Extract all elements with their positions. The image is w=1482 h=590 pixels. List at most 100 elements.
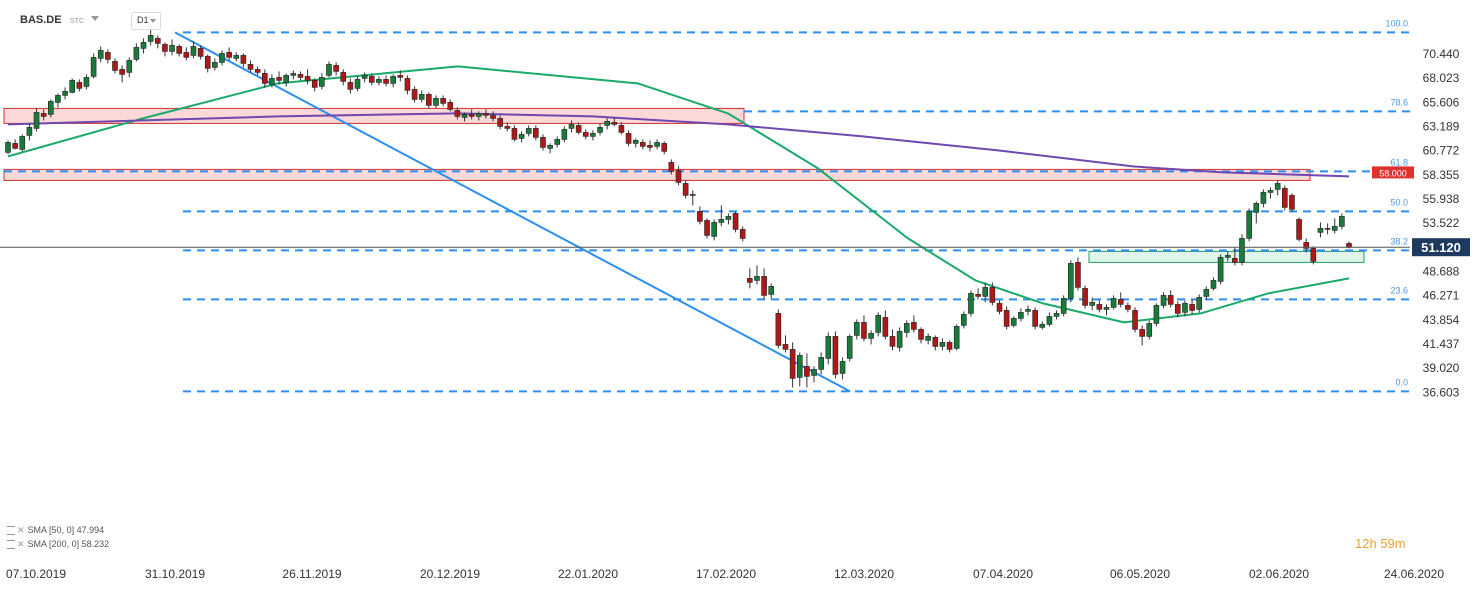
- candle-body: [968, 293, 974, 314]
- candle-body: [640, 142, 646, 147]
- candle-body: [1189, 304, 1195, 311]
- candle: [975, 288, 981, 300]
- y-tick-label: 43.854: [1423, 313, 1460, 327]
- sma-50-line: [7, 65, 1350, 324]
- candle-body: [1068, 263, 1074, 299]
- candle-body: [169, 45, 175, 52]
- candle: [69, 78, 75, 94]
- candle: [1324, 223, 1331, 235]
- candle: [811, 366, 817, 383]
- candle: [169, 39, 175, 56]
- candle: [497, 115, 503, 130]
- candle: [1289, 193, 1295, 213]
- candle: [618, 122, 625, 135]
- candle-body: [889, 336, 896, 347]
- candle-body: [961, 314, 967, 326]
- candle-body: [176, 46, 182, 54]
- candle: [968, 290, 974, 317]
- candle: [1224, 251, 1231, 262]
- fib-level-label: 38.2: [1390, 236, 1408, 246]
- candle-body: [533, 128, 539, 138]
- candle-body: [511, 128, 518, 140]
- y-tick-label: 39.020: [1423, 361, 1460, 375]
- candle: [62, 87, 68, 100]
- candle: [433, 95, 439, 109]
- candle-body: [846, 336, 853, 359]
- candle-body: [1018, 312, 1024, 319]
- candle-body: [1082, 288, 1088, 306]
- candle: [126, 57, 133, 78]
- candle-body: [675, 170, 682, 183]
- candle-body: [297, 74, 304, 78]
- candle-body: [1003, 310, 1010, 327]
- candle-body: [1289, 195, 1295, 210]
- candle: [1110, 295, 1117, 310]
- candle-body: [1310, 248, 1317, 262]
- close-icon[interactable]: ✕: [17, 525, 25, 535]
- candle-body: [90, 57, 97, 77]
- candle-body: [839, 361, 846, 374]
- alert-price-tag[interactable]: [1372, 166, 1414, 179]
- candle: [946, 340, 953, 353]
- timeframe-select[interactable]: D1: [131, 12, 161, 30]
- fib-level-label: 23.6: [1390, 285, 1408, 295]
- candle: [868, 330, 874, 345]
- candle-body: [725, 216, 732, 220]
- candle: [304, 69, 311, 85]
- close-icon[interactable]: ✕: [17, 539, 25, 549]
- candle: [640, 139, 646, 150]
- candle: [518, 131, 525, 143]
- trendline: [174, 31, 851, 393]
- candle: [397, 70, 404, 82]
- candle: [1317, 222, 1324, 238]
- candle-body: [247, 64, 254, 70]
- timer-minutes-unit: m: [1394, 536, 1406, 551]
- candle: [12, 139, 18, 150]
- legend-sma-50[interactable]: ✕ SMA [50, 0] 47.994: [7, 525, 104, 536]
- candle-body: [768, 286, 775, 295]
- candle-body: [340, 72, 347, 82]
- x-tick-label: 07.04.2020: [973, 567, 1033, 581]
- candle: [540, 134, 546, 151]
- candle: [112, 58, 118, 74]
- candle-body: [1096, 304, 1103, 310]
- candle-body: [1324, 228, 1331, 230]
- candle-body: [604, 121, 610, 126]
- x-tick-label: 06.05.2020: [1110, 567, 1170, 581]
- candle: [254, 66, 261, 76]
- candle-body: [647, 145, 653, 148]
- candle: [447, 99, 454, 112]
- candle-body: [739, 229, 746, 239]
- candle: [504, 122, 511, 132]
- candle: [1260, 189, 1267, 208]
- candle-body: [326, 64, 332, 76]
- candle: [611, 117, 618, 127]
- legend-sma-200-label: SMA [200, 0] 58.232: [27, 539, 110, 549]
- candle: [154, 35, 161, 49]
- candle-body: [354, 79, 361, 89]
- current-price-label: 51.120: [1421, 240, 1461, 255]
- candle: [582, 129, 589, 140]
- candle: [568, 120, 575, 133]
- candle: [754, 265, 760, 285]
- candle: [1175, 301, 1181, 318]
- candle: [247, 60, 254, 73]
- candle: [632, 138, 639, 148]
- sma-200-line: [7, 112, 1350, 178]
- candle: [490, 111, 496, 122]
- x-tick-label: 26.11.2019: [282, 567, 341, 581]
- candle-body: [1053, 313, 1060, 317]
- candle: [1025, 305, 1031, 316]
- candle: [326, 61, 332, 78]
- symbol-dropdown-icon[interactable]: [91, 16, 99, 21]
- legend-sma-200[interactable]: ✕ SMA [200, 0] 58.232: [7, 539, 109, 550]
- candle-body: [368, 76, 375, 83]
- candle: [761, 268, 767, 300]
- candle: [511, 125, 518, 142]
- y-tick-label: 55.938: [1423, 192, 1460, 206]
- candle: [953, 324, 960, 351]
- candle: [854, 319, 860, 340]
- timeframe-value: D1: [137, 15, 149, 25]
- candle: [383, 75, 389, 87]
